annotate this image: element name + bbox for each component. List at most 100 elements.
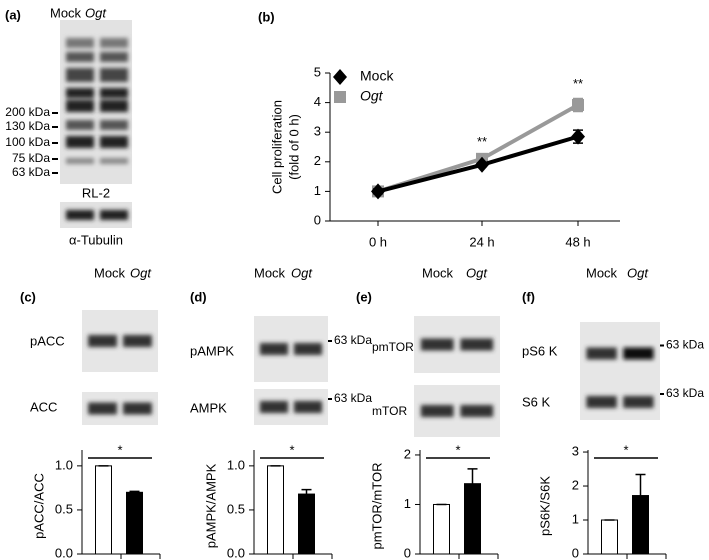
tubulin-bands bbox=[66, 210, 128, 220]
y-axis-label: pmTOR/mTOR bbox=[369, 463, 384, 550]
band bbox=[293, 401, 323, 413]
lane-label: Mock bbox=[422, 265, 454, 280]
row-label: pACC bbox=[30, 333, 65, 348]
lane-label: Mock bbox=[254, 265, 286, 280]
y-axis-label: pS6K/S6K bbox=[537, 476, 552, 536]
label: α-Tubulin bbox=[69, 232, 123, 247]
band bbox=[123, 335, 152, 347]
x-tick-label: 0 h bbox=[369, 234, 387, 249]
label: (f) bbox=[522, 289, 535, 304]
y-tick-label: 1 bbox=[572, 511, 579, 526]
point bbox=[475, 156, 489, 173]
row-label: pS6 K bbox=[522, 343, 558, 358]
row-label: AMPK bbox=[190, 400, 227, 415]
band bbox=[420, 405, 454, 417]
lane-label: Ogt bbox=[466, 265, 488, 280]
y-tick-label: 0.5 bbox=[55, 501, 73, 516]
annotation: * bbox=[289, 442, 294, 457]
band bbox=[460, 405, 494, 417]
row-label: S6 K bbox=[522, 394, 551, 409]
y-axis-label: pAMPK/AMPK bbox=[203, 463, 218, 548]
band bbox=[88, 335, 117, 347]
y-tick-label: 0 bbox=[404, 545, 411, 560]
band bbox=[460, 338, 494, 351]
lane-label: Mock bbox=[94, 265, 126, 280]
error-bar bbox=[129, 490, 140, 493]
y-tick-label: 2 bbox=[314, 153, 321, 168]
y-tick-label: 2 bbox=[572, 477, 579, 492]
error-bar bbox=[301, 488, 312, 495]
y-tick-label: 3 bbox=[572, 443, 579, 458]
row-label: mTOR bbox=[372, 404, 407, 418]
lane-label: Ogt bbox=[291, 265, 313, 280]
y-axis-label: Cell proliferation bbox=[269, 100, 284, 194]
label: (c) bbox=[20, 289, 36, 304]
bar bbox=[632, 495, 649, 555]
marker-label: 100 kDa bbox=[5, 135, 50, 149]
annotation: * bbox=[455, 442, 460, 457]
y-tick-label: 0.0 bbox=[227, 545, 245, 560]
lane-label: Mock bbox=[586, 265, 618, 280]
error-bar bbox=[635, 473, 646, 496]
label: (d) bbox=[190, 289, 207, 304]
marker-label: 63 kDa bbox=[666, 338, 704, 352]
band bbox=[586, 396, 617, 408]
band bbox=[293, 343, 323, 355]
y-tick-label: 1 bbox=[404, 496, 411, 511]
lane-label: Ogt bbox=[627, 265, 649, 280]
y-tick-label: 5 bbox=[314, 64, 321, 79]
bar bbox=[433, 503, 450, 555]
marker-label: 130 kDa bbox=[5, 119, 50, 133]
band bbox=[623, 396, 654, 408]
point bbox=[572, 98, 584, 111]
marker-label: 63 kDa bbox=[334, 391, 372, 405]
label: (e) bbox=[356, 289, 372, 304]
legend-label: Mock bbox=[360, 68, 394, 84]
y-tick-label: 1.0 bbox=[227, 457, 245, 472]
bar bbox=[267, 465, 284, 555]
marker-label: 63 kDa bbox=[334, 333, 372, 347]
band bbox=[259, 343, 289, 355]
error-bar bbox=[467, 468, 478, 484]
row-label: ACC bbox=[30, 399, 57, 414]
y-tick-label: 1.0 bbox=[55, 457, 73, 472]
band bbox=[623, 347, 654, 360]
bar bbox=[601, 519, 618, 555]
annotation: ** bbox=[573, 76, 583, 91]
y-tick-label: 0.0 bbox=[55, 545, 73, 560]
row-label: pAMPK bbox=[190, 343, 234, 358]
band bbox=[123, 402, 152, 415]
band bbox=[586, 347, 617, 360]
bar bbox=[298, 493, 315, 555]
y-axis-label: (fold of 0 h) bbox=[286, 114, 301, 180]
y-axis-label: pACC/ACC bbox=[31, 473, 46, 539]
y-tick-label: 3 bbox=[314, 124, 321, 139]
lane-label: Ogt bbox=[85, 5, 107, 20]
y-tick-label: 2 bbox=[404, 446, 411, 461]
annotation: * bbox=[623, 442, 628, 457]
label: (a) bbox=[5, 7, 21, 22]
bar bbox=[464, 483, 481, 555]
legend-marker bbox=[333, 69, 347, 85]
legend-label: Ogt bbox=[360, 88, 384, 104]
lane-label: Mock bbox=[50, 5, 82, 20]
y-tick-label: 1 bbox=[314, 183, 321, 198]
row-label: pmTOR bbox=[372, 340, 414, 354]
band bbox=[88, 402, 117, 415]
band bbox=[259, 401, 289, 413]
y-tick-label: 0 bbox=[314, 212, 321, 227]
lane-label: Ogt bbox=[130, 265, 152, 280]
point bbox=[571, 128, 585, 145]
legend-marker bbox=[334, 91, 346, 103]
annotation: ** bbox=[477, 134, 487, 149]
y-tick-label: 4 bbox=[314, 94, 321, 109]
bar bbox=[95, 465, 112, 555]
y-tick-label: 0 bbox=[572, 545, 579, 560]
point bbox=[371, 183, 385, 200]
bands bbox=[66, 38, 128, 164]
marker-label: 63 kDa bbox=[12, 165, 50, 179]
annotation: * bbox=[117, 442, 122, 457]
marker-label: 63 kDa bbox=[666, 386, 704, 400]
x-tick-label: 24 h bbox=[469, 234, 494, 249]
